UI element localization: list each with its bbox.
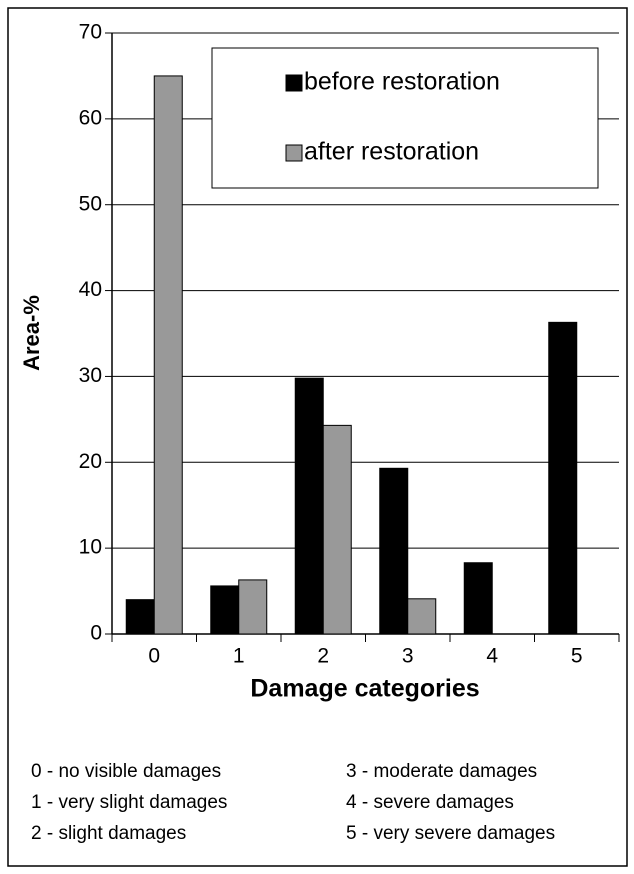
y-tick-label: 20 xyxy=(79,450,102,473)
bar xyxy=(153,75,183,635)
y-tick-label: 0 xyxy=(90,622,102,645)
legend-label: before restoration xyxy=(304,68,500,96)
legend-swatch xyxy=(285,74,303,92)
footnote: 0 - no visible damages xyxy=(31,761,221,782)
legend xyxy=(211,47,599,189)
y-tick-label: 50 xyxy=(79,192,102,215)
bar xyxy=(294,377,324,635)
y-tick-label: 70 xyxy=(79,21,102,44)
legend-label: after restoration xyxy=(304,138,479,166)
y-tick-label: 60 xyxy=(79,106,102,129)
x-tick-label: 4 xyxy=(486,645,498,668)
legend-swatch xyxy=(285,144,303,162)
bar xyxy=(125,599,155,635)
x-tick-label: 5 xyxy=(571,645,583,668)
x-axis-title: Damage categories xyxy=(250,675,479,703)
bar xyxy=(322,424,352,635)
bar xyxy=(238,579,268,635)
y-tick-label: 30 xyxy=(79,364,102,387)
x-tick-label: 2 xyxy=(317,645,329,668)
y-tick-label: 10 xyxy=(79,536,102,559)
x-tick-label: 0 xyxy=(148,645,160,668)
bar xyxy=(407,598,437,635)
y-axis-title: Area-% xyxy=(19,295,44,371)
x-tick-label: 1 xyxy=(233,645,245,668)
footnote: 2 - slight damages xyxy=(31,823,186,844)
y-tick-label: 40 xyxy=(79,278,102,301)
bar xyxy=(548,321,578,635)
footnote: 1 - very slight damages xyxy=(31,792,227,813)
footnote: 5 - very severe damages xyxy=(346,823,555,844)
footnote: 3 - moderate damages xyxy=(346,761,537,782)
bar xyxy=(379,467,409,635)
x-tick-label: 3 xyxy=(402,645,414,668)
bar xyxy=(210,585,240,635)
frame xyxy=(7,7,628,867)
bar xyxy=(463,562,493,635)
footnote: 4 - severe damages xyxy=(346,792,514,813)
